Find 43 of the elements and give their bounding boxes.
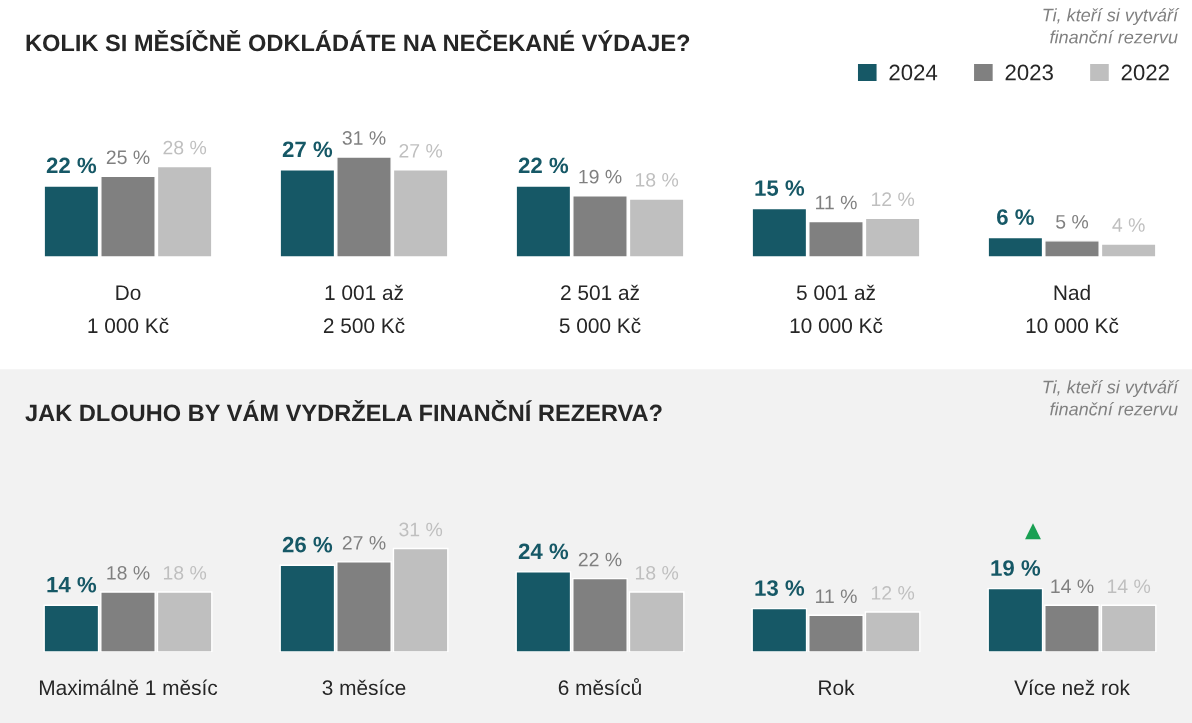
data-label: 11 % (816, 589, 857, 604)
legend-label: 2024 (889, 64, 938, 81)
data-label: 27 % (399, 143, 443, 158)
data-label: 19 % (579, 169, 622, 184)
x-tick-label: Do 1 000 Kč (88, 285, 169, 334)
data-label: 18 % (107, 565, 150, 580)
data-label: 14 % (1051, 579, 1094, 594)
data-label: 11 % (816, 195, 857, 210)
data-label: 5 % (1056, 215, 1089, 229)
data-label: 6 % (997, 209, 1034, 225)
data-label: 18 % (635, 172, 679, 187)
x-tick-label: 2 501 až 5 000 Kč (559, 284, 641, 334)
data-label: 19 % (991, 560, 1041, 576)
chart-title: JAK DLOUHO BY VÁM VYDRŽELA FINANČNÍ REZERVA? (25, 399, 662, 422)
x-tick-label: 1 001 až 2 500 Kč (323, 284, 405, 334)
data-label: 4 % (1112, 218, 1145, 232)
chart-subtitle: Ti, kteří si vytváří finanční rezervu (1043, 380, 1180, 416)
data-label: 14 % (47, 576, 97, 593)
legend-label: 2023 (1005, 64, 1053, 81)
data-label: 31 % (342, 131, 386, 145)
x-tick-label: Rok (819, 679, 855, 696)
chart-title: KOLIK SI MĚSÍČNĚ ODKLÁDÁTE NA NEČEKANÉ VÝDAJE? (26, 29, 690, 52)
data-label: 15 % (755, 180, 805, 196)
data-label: 26 % (282, 536, 333, 553)
x-tick-label: Maximálně 1 měsíc (39, 679, 218, 696)
data-label: 27 % (282, 141, 333, 158)
data-label: 12 % (871, 192, 915, 207)
x-tick-label: 6 měsíců (558, 678, 641, 696)
text: ▲ (1025, 523, 1041, 540)
data-label: 22 % (46, 157, 97, 174)
data-label: 28 % (163, 140, 207, 155)
data-label: 22 % (518, 157, 569, 174)
legend-label: 2022 (1121, 64, 1169, 81)
data-label: 24 % (518, 543, 569, 560)
data-label: 27 % (342, 535, 386, 550)
data-label: 22 % (578, 552, 622, 567)
data-label: 13 % (755, 580, 805, 596)
x-tick-label: Nad 10 000 Kč (1026, 284, 1119, 334)
x-tick-label: 5 001 až 10 000 Kč (790, 284, 883, 334)
x-tick-label: Více než rok (1014, 679, 1130, 696)
chart-subtitle: Ti, kteří si vytváří finanční rezervu (1043, 8, 1180, 44)
x-tick-label: 3 měsíce (322, 679, 406, 696)
data-label: 25 % (106, 150, 150, 165)
